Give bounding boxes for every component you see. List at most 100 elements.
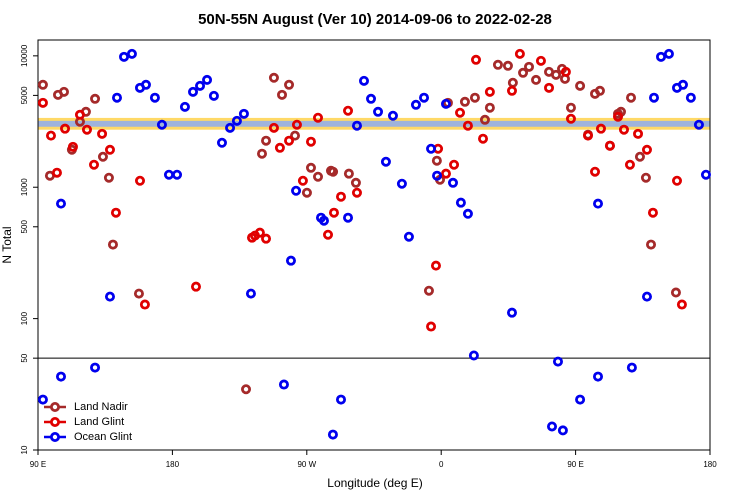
y-tick-label: 10 (20, 445, 29, 454)
data-point (51, 167, 62, 178)
data-point (700, 169, 711, 180)
data-point (328, 207, 339, 218)
data-point (277, 89, 288, 100)
data-point (301, 187, 312, 198)
data-point (640, 172, 651, 183)
legend-label: Ocean Glint (74, 431, 132, 443)
data-point (37, 394, 48, 405)
data-point (216, 137, 227, 148)
data-point (373, 106, 384, 117)
data-point (671, 175, 682, 186)
data-point (387, 110, 398, 121)
data-point (37, 97, 48, 108)
data-point (291, 185, 302, 196)
data-point (225, 122, 236, 133)
data-point (468, 350, 479, 361)
x-axis-label: Longitude (deg E) (327, 476, 422, 490)
data-point (172, 169, 183, 180)
data-point (604, 140, 615, 151)
data-point (58, 86, 69, 97)
data-point (419, 92, 430, 103)
data-point (343, 168, 354, 179)
x-tick-label: 180 (166, 460, 180, 469)
data-point (327, 429, 338, 440)
data-point (107, 239, 118, 250)
data-point (97, 151, 108, 162)
data-point (626, 362, 637, 373)
data-point (440, 168, 451, 179)
x-tick-label: 90 E (567, 460, 583, 469)
data-point (45, 130, 56, 141)
x-tick-label: 0 (439, 460, 444, 469)
data-point (231, 115, 242, 126)
data-point (535, 55, 546, 66)
data-point (208, 90, 219, 101)
data-point (492, 59, 503, 70)
data-point (139, 299, 150, 310)
data-point (343, 212, 354, 223)
data-point (67, 141, 78, 152)
data-point (430, 260, 441, 271)
data-point (531, 74, 542, 85)
data-point (188, 86, 199, 97)
data-point (462, 120, 473, 131)
data-point (462, 208, 473, 219)
legend-label: Land Glint (74, 416, 124, 428)
data-point (149, 92, 160, 103)
data-point (179, 101, 190, 112)
data-point (646, 239, 657, 250)
data-point (565, 113, 576, 124)
data-point (285, 255, 296, 266)
data-point (358, 75, 369, 86)
y-tick-label: 100 (20, 311, 29, 325)
data-point (110, 207, 121, 218)
data-point (590, 166, 601, 177)
data-point (343, 105, 354, 116)
data-point (290, 130, 301, 141)
data-point (565, 102, 576, 113)
plot-frame (37, 39, 711, 451)
data-point (479, 114, 490, 125)
data-point (478, 133, 489, 144)
data-point (60, 123, 71, 134)
legend-marker (50, 416, 61, 427)
data-point (366, 93, 377, 104)
data-point (284, 135, 295, 146)
data-point (305, 162, 316, 173)
data-point (594, 85, 605, 96)
y-tick-label: 10000 (20, 44, 29, 67)
data-point (595, 123, 606, 134)
data-point (256, 148, 267, 159)
data-point (291, 119, 302, 130)
data-point (410, 99, 421, 110)
data-point (582, 130, 593, 141)
data-point (268, 72, 279, 83)
data-point (351, 187, 362, 198)
data-point (104, 291, 115, 302)
data-point (432, 170, 443, 181)
data-point (312, 112, 323, 123)
data-point (241, 384, 252, 395)
data-point (254, 227, 265, 238)
data-point (274, 142, 285, 153)
data-point (459, 96, 470, 107)
data-point (195, 80, 206, 91)
data-point (560, 66, 571, 77)
data-point (55, 198, 66, 209)
data-point (74, 109, 85, 120)
data-point (423, 285, 434, 296)
data-point (514, 48, 525, 59)
y-tick-label: 500 (20, 220, 29, 234)
data-point (238, 108, 249, 119)
data-point (449, 159, 460, 170)
data-point (624, 159, 635, 170)
data-point (502, 60, 513, 71)
data-point (440, 98, 451, 109)
legend-label: Land Nadir (74, 401, 128, 413)
data-point (649, 92, 660, 103)
data-point (380, 156, 391, 167)
data-point (426, 321, 437, 332)
data-point (163, 169, 174, 180)
y-tick-label: 1000 (20, 178, 29, 196)
data-point (663, 48, 674, 59)
